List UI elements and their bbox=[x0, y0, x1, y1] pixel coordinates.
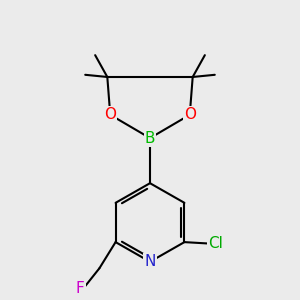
Text: N: N bbox=[144, 254, 156, 269]
Text: F: F bbox=[76, 281, 85, 296]
Text: O: O bbox=[184, 107, 196, 122]
Text: Cl: Cl bbox=[208, 236, 223, 251]
Text: O: O bbox=[104, 107, 116, 122]
Text: B: B bbox=[145, 130, 155, 146]
